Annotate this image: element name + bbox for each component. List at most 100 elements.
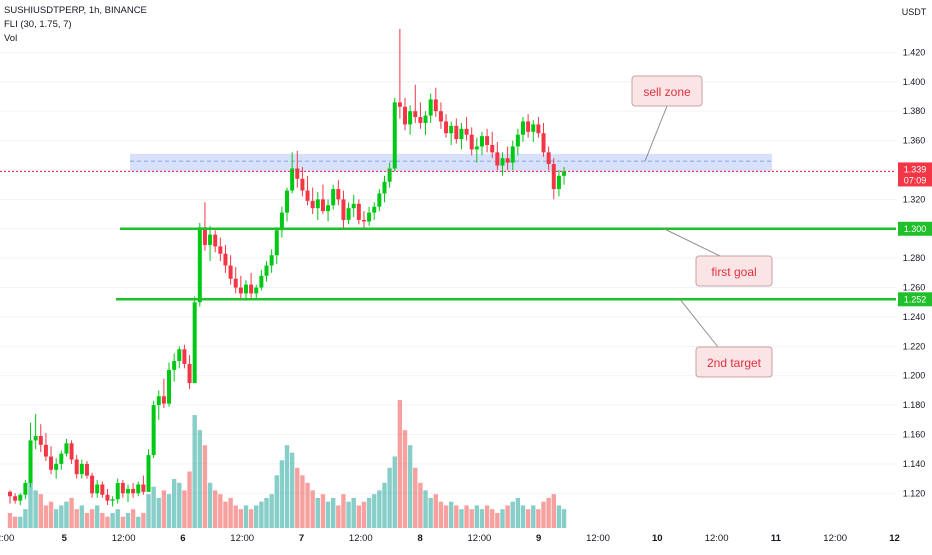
- time-tick-labels: 2:00 5 12:00 6 12:00 7 12:00 8 12:00 9 12:00 10 12:0…: [0, 533, 900, 544]
- volume-bar: [351, 497, 356, 528]
- candle-body: [172, 361, 177, 370]
- volume-bar: [100, 512, 105, 528]
- candle-body: [521, 121, 525, 135]
- candle-body: [305, 190, 310, 201]
- price-tick-label: 1.420: [903, 47, 926, 57]
- candle-body: [151, 405, 156, 456]
- candle-body: [18, 494, 23, 501]
- candle-body: [64, 443, 69, 454]
- volume-bar: [305, 482, 310, 528]
- candle-body: [392, 102, 397, 169]
- time-tick-label: 12:00: [468, 533, 492, 544]
- time-tick-label: 12: [889, 533, 900, 544]
- sell-zone-rectangle[interactable]: [130, 153, 772, 172]
- candle-body: [490, 144, 495, 153]
- second-target-callout-box[interactable]: [695, 346, 773, 378]
- volume-bar: [177, 482, 182, 528]
- volume-bar: [213, 490, 218, 528]
- candle-body: [279, 212, 284, 231]
- candle-body: [146, 455, 151, 492]
- candle-body: [274, 230, 279, 256]
- volume-bar: [397, 400, 403, 528]
- candle-body: [243, 284, 248, 294]
- first-goal-price-badge: [898, 221, 932, 236]
- candle-body: [192, 302, 197, 384]
- volume-bar: [74, 509, 79, 528]
- volume-bar: [361, 501, 367, 528]
- candle-body: [213, 234, 218, 247]
- first-goal-callout-box[interactable]: [695, 255, 773, 287]
- volume-bar: [48, 501, 54, 528]
- time-tick-label: 9: [536, 533, 541, 544]
- volume-bar: [115, 509, 120, 528]
- volume-bar: [192, 415, 197, 528]
- candle-body: [238, 287, 243, 294]
- time-tick-label: 12:00: [230, 533, 254, 544]
- price-tick-label: 1.220: [903, 341, 926, 351]
- candle-body: [43, 444, 48, 457]
- candle-body: [469, 134, 474, 150]
- candle-body: [28, 440, 33, 484]
- volume-bar: [161, 490, 167, 528]
- volume-title[interactable]: Vol: [4, 33, 18, 44]
- candle-body: [341, 199, 346, 220]
- volume-bar: [284, 445, 290, 528]
- volume-bar: [443, 505, 449, 528]
- candle-body: [95, 484, 100, 494]
- candle-body: [413, 111, 418, 118]
- volume-bar: [459, 509, 464, 528]
- candle-body: [295, 168, 300, 179]
- volume-bar: [520, 505, 526, 528]
- candle-body: [100, 484, 105, 495]
- volume-bar: [510, 501, 515, 528]
- candle-body: [331, 189, 336, 206]
- time-tick-label: 2:00: [0, 533, 14, 544]
- volume-bar: [536, 509, 541, 528]
- time-tick-label: 12:00: [823, 533, 847, 544]
- price-tick-label: 1.400: [903, 77, 926, 87]
- second-target-price-value: 1.252: [904, 294, 927, 304]
- candle-body: [105, 494, 110, 501]
- candle-body: [408, 111, 413, 125]
- volume-bar: [310, 490, 315, 528]
- volume-bar: [561, 509, 567, 528]
- candle-body: [459, 128, 464, 140]
- volume-bar: [53, 509, 59, 528]
- candle-body: [23, 483, 28, 495]
- candle-body: [485, 136, 490, 145]
- volume-bar: [59, 505, 64, 528]
- volume-bar: [325, 501, 331, 528]
- candle-body: [125, 488, 130, 494]
- volume-bar: [490, 509, 495, 528]
- candle-body: [495, 152, 500, 166]
- volume-bar: [64, 501, 69, 528]
- candle-body: [526, 121, 531, 132]
- candle-body: [336, 189, 341, 200]
- price-tick-label: 1.380: [903, 106, 926, 116]
- time-axis[interactable]: 2:00 5 12:00 6 12:00 7 12:00 8 12:00 9 12:00 10 12:0…: [0, 528, 900, 550]
- volume-bar: [33, 490, 38, 528]
- symbol-title[interactable]: SUSHIUSDTPERP, 1h, BINANCE: [4, 5, 147, 16]
- candle-body: [79, 463, 84, 475]
- candle-body: [449, 125, 454, 134]
- volume-bar: [407, 445, 413, 528]
- candle-body: [218, 246, 223, 254]
- volume-bar: [320, 494, 326, 528]
- candle-body: [110, 499, 115, 501]
- indicator-title[interactable]: FLI (30, 1.75, 7): [4, 19, 72, 30]
- candle-body: [269, 255, 274, 266]
- price-axis[interactable]: USDT 1.4201.4001.3801.3601.3401.3201.300…: [896, 0, 932, 550]
- volume-bar: [18, 516, 23, 528]
- price-tick-label: 1.200: [903, 371, 926, 381]
- volume-bar: [197, 430, 203, 528]
- volume-bar: [259, 501, 264, 528]
- volume-bar: [264, 497, 269, 528]
- time-tick-label: 8: [417, 533, 422, 544]
- volume-bar: [120, 516, 126, 528]
- volume-bar: [233, 505, 238, 528]
- sell-zone-callout-box[interactable]: [631, 75, 703, 107]
- volume-bar: [136, 516, 141, 528]
- volume-bar: [377, 490, 382, 528]
